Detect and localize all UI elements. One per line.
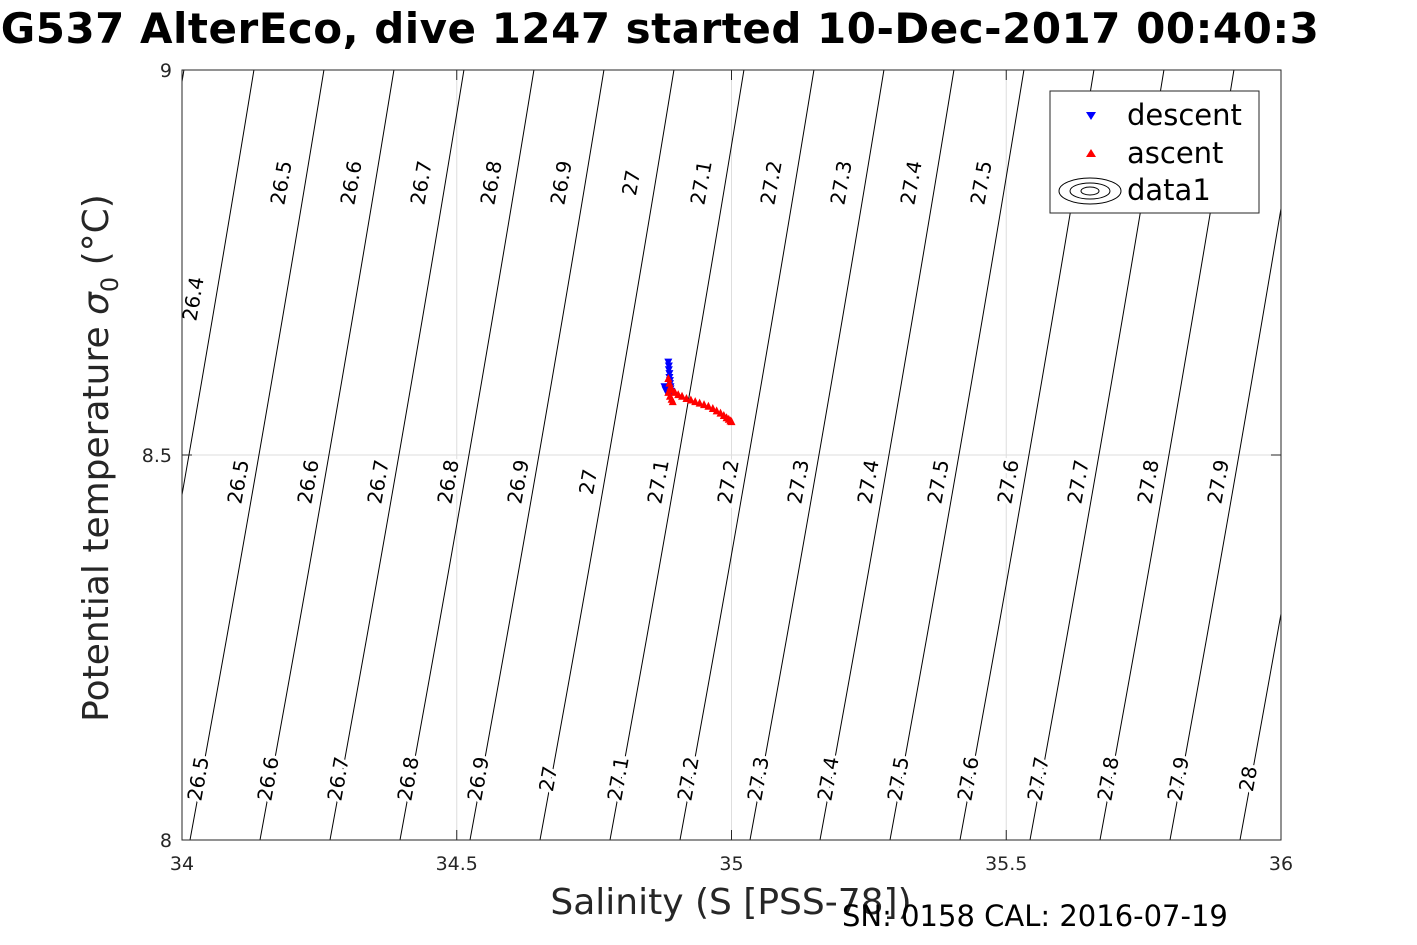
- ascent-point: [682, 394, 691, 403]
- y-axis-label-sigma: σ: [76, 291, 117, 315]
- chart-title: SG537 AlterEco, dive 1247 started 10-Dec…: [0, 4, 1320, 53]
- data-points: [660, 358, 736, 426]
- isopycnal-line: [539, 70, 675, 840]
- isopycnal-line: [679, 70, 815, 840]
- x-tick-label: 36: [1269, 853, 1293, 875]
- contour-label: 27: [534, 764, 562, 793]
- legend-ascent-label: ascent: [1127, 136, 1223, 170]
- y-axis-ticks: 88.59: [142, 60, 1281, 852]
- ascent-point: [708, 404, 717, 413]
- y-tick-label: 9: [160, 60, 172, 82]
- ascent-point: [678, 391, 687, 400]
- isopycnal-line: [749, 70, 885, 840]
- isopycnal-line: [889, 70, 1025, 840]
- legend-box: [1049, 90, 1260, 214]
- isopycnal-line: [1169, 205, 1281, 840]
- isopycnal-line: [189, 70, 325, 840]
- legend-contour-icon: [1058, 177, 1122, 205]
- x-tick-label: 34: [170, 853, 194, 875]
- isopycnal-line: [469, 70, 605, 840]
- legend-ascent-marker: [1086, 149, 1096, 157]
- ascent-point: [695, 398, 704, 407]
- x-tick-label: 35.5: [985, 853, 1027, 875]
- x-axis-label: Salinity (S [PSS-78]): [550, 882, 911, 923]
- contour-label: 27: [574, 467, 602, 496]
- isopycnal-line: [259, 70, 395, 840]
- x-tick-label: 35: [719, 853, 743, 875]
- y-tick-label: 8: [160, 830, 172, 852]
- legend-descent-label: descent: [1127, 98, 1242, 132]
- isopycnal-line: [399, 70, 535, 840]
- x-tick-label: 34.5: [436, 853, 478, 875]
- legend-descent-marker: [1086, 112, 1096, 120]
- y-tick-label: 8.5: [142, 445, 172, 467]
- y-axis-label-unit: (°C): [76, 194, 117, 277]
- isopycnal-line: [1310, 70, 1417, 840]
- isopycnal-line: [819, 70, 955, 840]
- y-axis-label-main: Potential temperature: [76, 315, 117, 722]
- contour-label: 27: [617, 168, 645, 197]
- isopycnal-line: [329, 70, 465, 840]
- ascent-point: [727, 417, 736, 426]
- descent-point: [661, 386, 670, 395]
- y-axis-label: Potential temperature σ0 (°C): [76, 194, 124, 722]
- grid-lines: [182, 70, 1281, 840]
- ascent-point: [664, 374, 673, 382]
- ascent-point: [712, 406, 721, 415]
- ascent-point: [691, 397, 700, 406]
- ascent-point: [686, 395, 695, 404]
- legend-data1-label: data1: [1127, 173, 1211, 207]
- contour-label: 28: [1234, 764, 1262, 793]
- ascent-point: [668, 397, 677, 406]
- isopycnal-line: [1239, 610, 1281, 840]
- x-axis-ticks: 34 34.5 35 35.5 36: [170, 70, 1293, 875]
- ascent-point: [704, 401, 713, 410]
- y-axis-label-subscript: 0: [96, 277, 124, 292]
- serial-calibration-note: SN: 0158 CAL: 2016-07-19: [842, 899, 1228, 933]
- ascent-point: [700, 400, 709, 409]
- isopycnal-line: [1380, 70, 1417, 840]
- isopycnal-line: [609, 70, 745, 840]
- legend: descent ascent data1: [1049, 90, 1260, 214]
